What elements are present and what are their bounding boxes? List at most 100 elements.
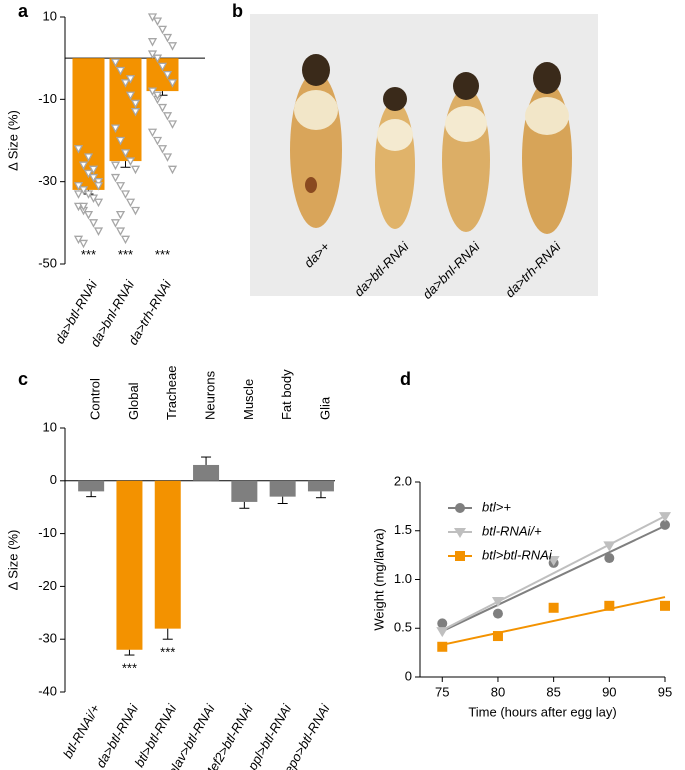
data-point (93, 227, 104, 236)
data-point (147, 38, 158, 47)
data-point (110, 219, 121, 228)
y-tick-label: -30 (38, 631, 57, 646)
fit-line (441, 515, 666, 632)
data-point (130, 165, 141, 175)
marker (436, 627, 449, 638)
data-point (162, 70, 173, 80)
data-point (88, 165, 99, 175)
bar (269, 480, 296, 497)
y-axis-label: Weight (mg/larva) (371, 528, 386, 630)
data-point (78, 202, 89, 212)
y-tick-label: 0 (50, 472, 57, 487)
x-axis-label: Time (hours after egg lay) (468, 704, 616, 719)
group-label: Muscle (241, 379, 256, 420)
data-point (152, 54, 163, 64)
data-point (125, 91, 136, 101)
data-point (115, 66, 126, 76)
data-point (157, 103, 168, 113)
bar (72, 58, 105, 190)
data-point (110, 58, 121, 68)
data-point (120, 149, 131, 158)
marker (604, 600, 615, 611)
bar (78, 480, 105, 492)
data-point (167, 42, 178, 51)
x-tick-label: 80 (491, 684, 505, 699)
panel-label: d (400, 369, 411, 389)
marker (660, 600, 670, 611)
x-tick-label: 75 (435, 684, 449, 699)
data-point (115, 136, 126, 146)
y-tick-label: -50 (38, 255, 57, 270)
data-point (88, 173, 99, 183)
marker (455, 503, 465, 513)
group-label: Neurons (202, 370, 217, 420)
y-tick-label: -10 (38, 91, 57, 106)
y-axis-label: Δ Size (%) (5, 110, 20, 171)
data-point (125, 75, 136, 84)
marker (660, 519, 670, 530)
fit-line (442, 596, 666, 646)
data-point (115, 182, 126, 191)
data-point (93, 178, 104, 187)
data-point (88, 194, 99, 204)
data-point (162, 112, 173, 121)
data-point (78, 161, 89, 171)
data-point (152, 17, 163, 26)
panel-label: c (18, 369, 28, 389)
marker (659, 512, 671, 523)
marker (547, 556, 560, 566)
y-axis-label: Δ Size (%) (5, 530, 20, 591)
data-point (147, 50, 158, 59)
bar (307, 480, 334, 492)
y-tick-label: -30 (38, 173, 57, 188)
y-tick-label: 0.5 (394, 620, 412, 635)
bar (231, 480, 258, 502)
data-point (93, 198, 104, 208)
data-point (152, 136, 163, 146)
significance: *** (155, 247, 170, 262)
group-label: Global (126, 382, 141, 420)
data-point (120, 190, 131, 199)
data-point (130, 99, 141, 109)
group-label: Fat body (279, 369, 294, 420)
significance: *** (118, 247, 133, 262)
data-point (83, 153, 94, 162)
bar (116, 480, 143, 650)
marker (437, 641, 448, 652)
y-tick-label: 10 (43, 419, 57, 434)
data-point (147, 87, 158, 96)
marker (492, 631, 503, 642)
group-label: Tracheae (164, 366, 179, 420)
bar (193, 464, 220, 481)
data-point (110, 173, 121, 183)
data-point (73, 190, 84, 199)
data-point (162, 33, 173, 43)
marker (437, 618, 448, 629)
data-point (162, 153, 173, 162)
data-point (88, 219, 99, 228)
marker (548, 602, 559, 613)
marker (454, 528, 466, 538)
y-tick-label: -20 (38, 578, 57, 593)
data-point (83, 210, 94, 220)
data-point (152, 91, 163, 101)
panel-label: a (18, 1, 29, 21)
y-tick-label: 1.0 (394, 571, 412, 586)
data-point (167, 165, 178, 175)
data-point (73, 182, 84, 191)
y-tick-label: 2.0 (394, 473, 412, 488)
y-tick-label: 10 (43, 8, 57, 23)
y-tick-label: -40 (38, 683, 57, 698)
significance: *** (160, 645, 175, 660)
y-tick-label: -10 (38, 525, 57, 540)
marker (455, 551, 465, 561)
marker (491, 596, 504, 607)
significance: *** (81, 247, 96, 262)
bar (154, 480, 181, 629)
data-point (110, 124, 121, 134)
data-point (167, 79, 178, 88)
data-point (157, 62, 168, 72)
data-point (83, 190, 94, 199)
y-tick-label: 1.5 (394, 522, 412, 537)
